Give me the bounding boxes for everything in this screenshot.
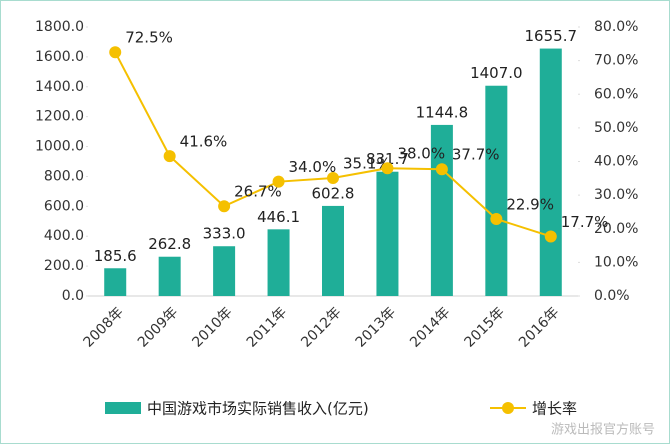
y2-tick-label: 50.0% bbox=[594, 120, 638, 136]
bar bbox=[267, 229, 290, 296]
bar-label: 1144.8 bbox=[416, 103, 469, 121]
watermark: 游戏出报官方账号 bbox=[551, 422, 655, 438]
bar bbox=[158, 256, 181, 296]
y2-tick-label: 80.0% bbox=[594, 19, 638, 35]
y2-tick-label: 40.0% bbox=[594, 154, 638, 170]
bar-label: 602.8 bbox=[312, 184, 355, 202]
bar bbox=[322, 205, 344, 296]
bar-label: 185.6 bbox=[94, 247, 137, 265]
bar-label: 446.1 bbox=[257, 208, 300, 226]
legend-label: 中国游戏市场实际销售收入(亿元) bbox=[147, 400, 369, 418]
bar bbox=[539, 48, 562, 296]
y-tick-label: 1600.0 bbox=[35, 49, 84, 65]
marker bbox=[435, 163, 448, 176]
marker bbox=[272, 175, 285, 188]
legend-swatch bbox=[105, 402, 141, 414]
y-tick-label: 1400.0 bbox=[35, 79, 84, 95]
marker bbox=[327, 171, 339, 184]
line-label: 37.7% bbox=[452, 146, 500, 164]
bar bbox=[485, 85, 508, 297]
bar-label: 831.7 bbox=[366, 150, 409, 168]
line-label: 17.7% bbox=[561, 213, 609, 231]
line-label: 26.7% bbox=[234, 183, 282, 201]
y2-tick-label: 10.0% bbox=[594, 254, 638, 270]
bar bbox=[213, 246, 236, 296]
line-label: 35.1% bbox=[343, 154, 391, 172]
bar-label: 1407.0 bbox=[470, 64, 523, 82]
bar-label: 1655.7 bbox=[525, 27, 578, 45]
line-label: 34.0% bbox=[289, 158, 337, 176]
marker bbox=[544, 230, 557, 243]
y-tick-label: 800.0 bbox=[44, 168, 84, 184]
y2-tick-label: 30.0% bbox=[594, 187, 638, 203]
bar-label: 262.8 bbox=[148, 235, 191, 253]
y-tick-label: 1000.0 bbox=[35, 139, 84, 155]
bar bbox=[376, 171, 399, 296]
y-tick-label: 0.0 bbox=[62, 288, 84, 304]
y-tick-label: 400.0 bbox=[44, 228, 84, 244]
line-label: 38.0% bbox=[397, 145, 445, 163]
y-tick-label: 600.0 bbox=[44, 198, 84, 214]
y2-tick-label: 0.0% bbox=[594, 288, 630, 304]
line-label: 41.6% bbox=[180, 133, 228, 151]
y-tick-label: 1800.0 bbox=[35, 19, 84, 35]
y2-tick-label: 70.0% bbox=[594, 53, 638, 69]
marker bbox=[381, 162, 394, 175]
legend-swatch bbox=[502, 402, 514, 414]
marker bbox=[490, 212, 503, 225]
y2-tick-label: 60.0% bbox=[594, 86, 638, 102]
bar bbox=[104, 268, 127, 296]
y-tick-label: 1200.0 bbox=[35, 109, 84, 125]
y2-tick-label: 20.0% bbox=[594, 221, 638, 237]
marker bbox=[218, 200, 231, 213]
legend-label: 增长率 bbox=[532, 400, 577, 418]
line-label: 22.9% bbox=[506, 195, 554, 213]
marker bbox=[109, 46, 122, 59]
line-label: 72.5% bbox=[125, 29, 173, 47]
marker bbox=[163, 150, 176, 163]
bar-label: 333.0 bbox=[203, 225, 246, 243]
y-tick-label: 200.0 bbox=[44, 258, 84, 274]
